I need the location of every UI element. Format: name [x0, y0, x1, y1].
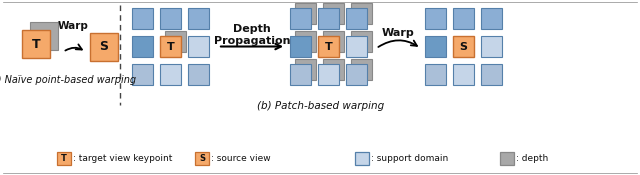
- Bar: [355, 152, 369, 165]
- Bar: [323, 3, 344, 24]
- Text: T: T: [324, 41, 332, 51]
- Bar: [346, 64, 367, 85]
- Bar: [323, 31, 344, 52]
- Bar: [481, 64, 502, 85]
- Text: : depth: : depth: [516, 154, 548, 163]
- Text: Depth: Depth: [233, 23, 271, 33]
- Text: : source view: : source view: [211, 154, 271, 163]
- Text: S: S: [99, 40, 109, 54]
- Bar: [346, 8, 367, 29]
- Text: T: T: [61, 154, 67, 163]
- Bar: [160, 36, 181, 57]
- Text: (b) Patch-based warping: (b) Patch-based warping: [257, 101, 384, 111]
- Bar: [500, 152, 514, 165]
- Bar: [351, 31, 372, 52]
- Bar: [453, 64, 474, 85]
- Text: T: T: [32, 37, 40, 51]
- Bar: [188, 8, 209, 29]
- Bar: [132, 8, 153, 29]
- Bar: [318, 36, 339, 57]
- Bar: [323, 59, 344, 80]
- Text: S: S: [460, 41, 467, 51]
- Bar: [160, 8, 181, 29]
- Bar: [30, 22, 58, 50]
- Bar: [453, 8, 474, 29]
- Bar: [132, 36, 153, 57]
- Bar: [188, 36, 209, 57]
- Bar: [295, 59, 316, 80]
- Bar: [481, 36, 502, 57]
- Bar: [425, 8, 446, 29]
- Bar: [22, 30, 50, 58]
- Bar: [295, 31, 316, 52]
- Bar: [318, 64, 339, 85]
- Bar: [90, 33, 118, 61]
- Bar: [195, 152, 209, 165]
- Bar: [425, 36, 446, 57]
- Text: : target view keypoint: : target view keypoint: [73, 154, 172, 163]
- Text: : support domain: : support domain: [371, 154, 448, 163]
- Bar: [318, 8, 339, 29]
- Bar: [160, 64, 181, 85]
- Bar: [425, 64, 446, 85]
- Text: T: T: [166, 41, 174, 51]
- Bar: [453, 36, 474, 57]
- Bar: [351, 3, 372, 24]
- Bar: [290, 8, 311, 29]
- Bar: [57, 152, 71, 165]
- Text: Warp: Warp: [382, 27, 415, 37]
- Bar: [290, 36, 311, 57]
- Bar: [188, 64, 209, 85]
- Text: Warp: Warp: [58, 21, 88, 31]
- Bar: [295, 3, 316, 24]
- Bar: [165, 31, 186, 52]
- Text: Propagation: Propagation: [214, 36, 291, 46]
- Bar: [481, 8, 502, 29]
- Text: S: S: [199, 154, 205, 163]
- Bar: [351, 59, 372, 80]
- Bar: [290, 64, 311, 85]
- Bar: [132, 64, 153, 85]
- Bar: [346, 36, 367, 57]
- Text: (a) Naïve point-based warping: (a) Naïve point-based warping: [0, 75, 136, 85]
